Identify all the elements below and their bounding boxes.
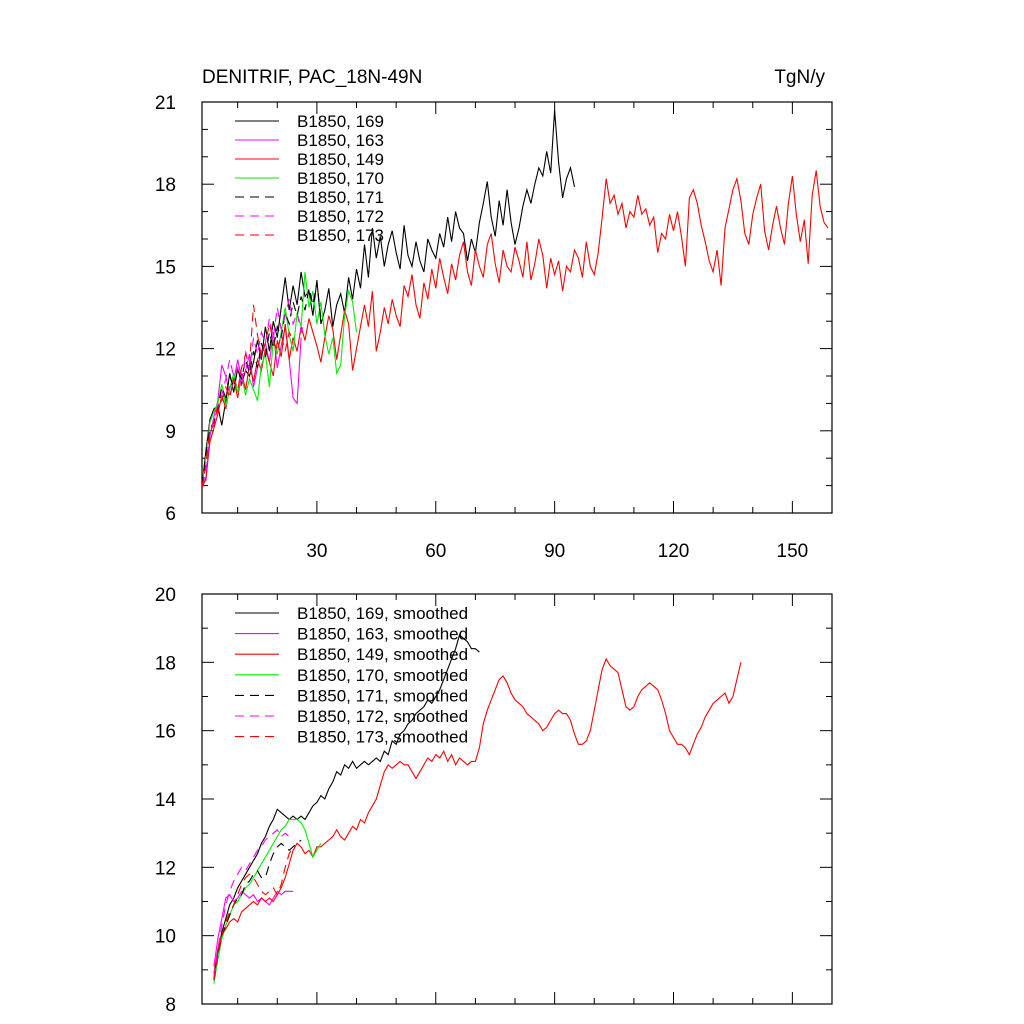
legend-entry-label: B1850, 171 xyxy=(297,188,384,207)
legend-entry-label: B1850, 163 xyxy=(297,131,384,150)
legend-entry-label: B1850, 149 xyxy=(297,150,384,169)
x-tick-label: 90 xyxy=(544,541,565,562)
legend-entry-label: B1850, 172, smoothed xyxy=(297,707,468,726)
y-tick-label: 6 xyxy=(165,504,176,525)
y-tick-label: 8 xyxy=(165,995,176,1016)
chart-title: DENITRIF, PAC_18N-49N xyxy=(202,67,422,88)
y-tick-label: 14 xyxy=(155,790,177,811)
bottom-panel-line-chart: 8 10 12 14 16 18 20 B1850, 169, smoothed B1850, … xyxy=(155,585,833,1016)
legend-entry-label: B1850, 170 xyxy=(297,169,384,188)
series-line-4 xyxy=(202,271,358,486)
series-line-3 xyxy=(202,170,829,489)
legend-entry-label: B1850, 173 xyxy=(297,226,384,245)
series-line-6 xyxy=(213,828,294,977)
y-tick-label: 15 xyxy=(155,257,176,278)
series-line-3 xyxy=(213,657,742,974)
series-line-2 xyxy=(213,890,294,967)
legend-entry-label: B1850, 169, smoothed xyxy=(297,604,468,623)
x-tick-label: 60 xyxy=(425,541,446,562)
y-tick-label: 12 xyxy=(155,858,176,879)
plot-frame xyxy=(201,101,833,514)
series-line-1 xyxy=(202,110,576,486)
legend-entry-label: B1850, 173, smoothed xyxy=(297,728,468,747)
legend-entry-label: B1850, 169 xyxy=(297,112,384,131)
legend-entry-label: B1850, 170, smoothed xyxy=(297,666,468,685)
x-tick-label: 120 xyxy=(658,541,690,562)
legend-entry-label: B1850, 149, smoothed xyxy=(297,645,468,664)
series-line-7 xyxy=(213,846,294,981)
y-tick-label: 10 xyxy=(155,927,176,948)
x-tick-label: 30 xyxy=(306,541,327,562)
series-line-6 xyxy=(202,299,306,486)
series-line-4 xyxy=(213,818,322,984)
legend-entry-label: B1850, 163, smoothed xyxy=(297,625,468,644)
chart-units: TgN/y xyxy=(774,67,825,88)
legend-entry-label: B1850, 172 xyxy=(297,207,384,226)
y-tick-label: 18 xyxy=(155,653,176,674)
y-tick-label: 21 xyxy=(155,93,176,114)
y-tick-label: 16 xyxy=(155,722,176,743)
series-line-1 xyxy=(213,634,480,981)
y-tick-label: 18 xyxy=(155,175,176,196)
legend-entry-label: B1850, 171, smoothed xyxy=(297,686,468,705)
x-tick-label: 150 xyxy=(777,541,809,562)
series-line-7 xyxy=(202,304,294,489)
series-line-5 xyxy=(202,282,322,486)
y-tick-label: 9 xyxy=(165,422,176,443)
y-tick-label: 12 xyxy=(155,340,176,361)
y-tick-label: 20 xyxy=(155,585,176,606)
series-line-5 xyxy=(213,839,302,981)
